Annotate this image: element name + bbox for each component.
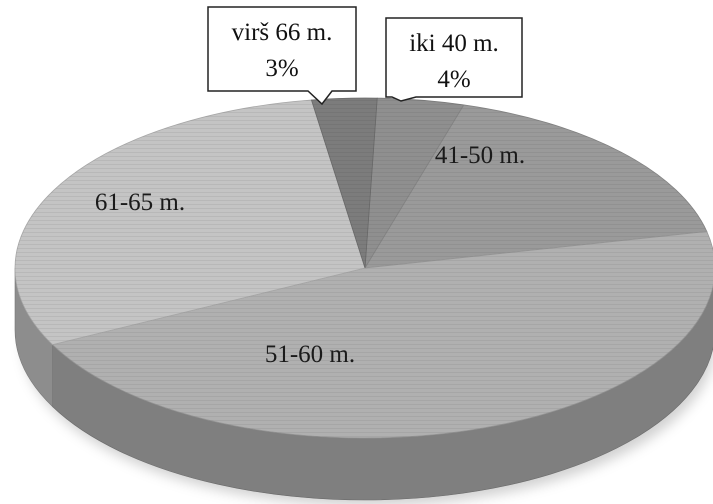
callout-label: iki 40 m. bbox=[409, 30, 499, 57]
callout-label: virš 66 m. bbox=[232, 19, 333, 46]
pie-slice-texture-virs-66-m bbox=[311, 98, 378, 269]
pie-labels: 41-50 m. 51-60 m. 61-65 m. bbox=[95, 142, 525, 368]
callout-value: 4% bbox=[437, 66, 470, 93]
pie-slice-texture-iki-40-m bbox=[365, 98, 464, 268]
slice-label-51-60-m: 51-60 m. bbox=[265, 341, 355, 368]
pie-slice-texture-41-50-m bbox=[365, 104, 707, 268]
callout-iki-40-m: iki 40 m. 4% bbox=[385, 17, 523, 102]
pie-top-faces bbox=[14, 97, 713, 439]
callout-box bbox=[207, 6, 357, 106]
pie-slice-texture-51-60-m bbox=[52, 231, 713, 438]
pie-slice-texture-61-65-m bbox=[15, 100, 365, 345]
callout-virs-66-m: virš 66 m. 3% bbox=[207, 6, 357, 106]
callout-box bbox=[385, 17, 523, 102]
callout-value: 3% bbox=[265, 55, 298, 82]
pie-callouts: iki 40 m. 4% virš 66 m. 3% bbox=[207, 6, 523, 106]
slice-label-61-65-m: 61-65 m. bbox=[95, 189, 185, 216]
slice-label-41-50-m: 41-50 m. bbox=[435, 142, 525, 169]
